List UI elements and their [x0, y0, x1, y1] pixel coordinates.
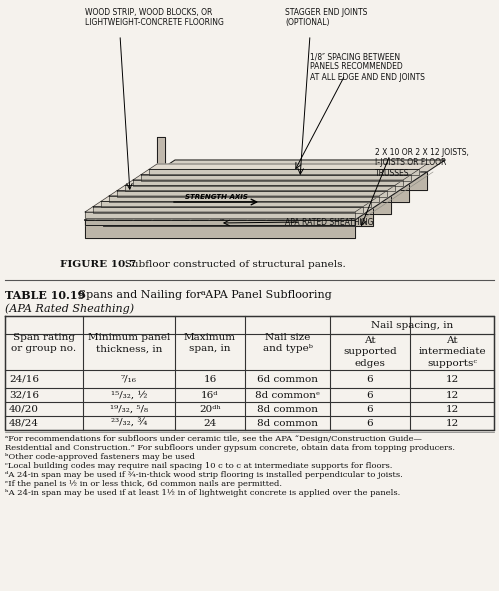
Text: Spans and Nailing for APA Panel Subflooring: Spans and Nailing for APA Panel Subfloor…: [68, 290, 332, 300]
Polygon shape: [103, 208, 373, 226]
Text: ⁷/₁₆: ⁷/₁₆: [121, 375, 137, 384]
Text: 1/8″ SPACING BETWEEN
PANELS RECOMMENDED
AT ALL EDGE AND END JOINTS: 1/8″ SPACING BETWEEN PANELS RECOMMENDED …: [310, 52, 425, 82]
Text: At
intermediate
supportsᶜ: At intermediate supportsᶜ: [418, 336, 486, 368]
Polygon shape: [125, 180, 403, 186]
Text: Residential and Construction.” For subfloors under gypsum concrete, obtain data : Residential and Construction.” For subfl…: [5, 444, 455, 452]
Text: ᵇOther code-approved fasteners may be used: ᵇOther code-approved fasteners may be us…: [5, 453, 195, 461]
Text: ᵃFor recommendations for subfloors under ceramic tile, see the APA “Design/Const: ᵃFor recommendations for subfloors under…: [5, 435, 422, 443]
Polygon shape: [85, 172, 292, 220]
Polygon shape: [157, 137, 165, 190]
Text: ²³/₃₂, ¾: ²³/₃₂, ¾: [111, 418, 147, 427]
Polygon shape: [101, 196, 379, 202]
Text: ᶜLocal building codes may require nail spacing 10 c to c at intermediate support: ᶜLocal building codes may require nail s…: [5, 462, 392, 470]
Text: STRENGTH AXIS: STRENGTH AXIS: [185, 194, 248, 200]
Polygon shape: [141, 175, 411, 181]
Polygon shape: [93, 202, 371, 207]
Text: 32/16: 32/16: [9, 391, 39, 400]
Text: At
supported
edges: At supported edges: [343, 336, 397, 368]
Polygon shape: [117, 191, 387, 197]
Text: 8d commonᵉ: 8d commonᵉ: [255, 391, 320, 400]
Polygon shape: [103, 196, 391, 208]
Polygon shape: [133, 180, 403, 186]
Polygon shape: [125, 186, 395, 191]
Polygon shape: [85, 212, 355, 218]
Text: ʰA 24-in span may be used if at least 1½ in of lightweight concrete is applied o: ʰA 24-in span may be used if at least 1½…: [5, 489, 400, 497]
Polygon shape: [85, 220, 355, 238]
Polygon shape: [133, 175, 411, 180]
Text: 6: 6: [367, 418, 373, 427]
Text: ᵉIf the panel is ½ in or less thick, 6d common nails are permitted.: ᵉIf the panel is ½ in or less thick, 6d …: [5, 480, 282, 488]
Text: 48/24: 48/24: [9, 418, 39, 427]
Polygon shape: [85, 220, 355, 225]
Text: ᵈA 24-in span may be used if ¾-in-thick wood strip flooring is installed perpend: ᵈA 24-in span may be used if ¾-in-thick …: [5, 471, 403, 479]
Text: (APA Rated Sheathing): (APA Rated Sheathing): [5, 303, 134, 314]
Text: 2 X 10 OR 2 X 12 JOISTS,
I-JOISTS OR FLOOR
TRUSSES: 2 X 10 OR 2 X 12 JOISTS, I-JOISTS OR FLO…: [375, 148, 469, 178]
Polygon shape: [157, 172, 427, 190]
Text: 6: 6: [367, 404, 373, 414]
Polygon shape: [139, 184, 409, 202]
Polygon shape: [139, 172, 427, 184]
Text: a: a: [201, 289, 206, 297]
Text: 6d common: 6d common: [257, 375, 318, 384]
Text: Minimum panel
thickness, in: Minimum panel thickness, in: [88, 333, 170, 353]
Text: 6: 6: [367, 391, 373, 400]
Polygon shape: [121, 196, 391, 214]
Text: 40/20: 40/20: [9, 404, 39, 414]
Polygon shape: [109, 196, 379, 202]
Text: 12: 12: [446, 418, 459, 427]
Text: 24: 24: [204, 418, 217, 427]
Polygon shape: [85, 207, 363, 212]
Text: Span rating
or group no.: Span rating or group no.: [11, 333, 76, 353]
Polygon shape: [93, 207, 363, 213]
Text: 6: 6: [367, 375, 373, 384]
Text: 12: 12: [446, 404, 459, 414]
Polygon shape: [101, 202, 371, 207]
Text: 20ᵈʰ: 20ᵈʰ: [199, 404, 221, 414]
Text: 16: 16: [204, 375, 217, 384]
Text: 8d common: 8d common: [257, 404, 318, 414]
Polygon shape: [121, 184, 409, 196]
Polygon shape: [149, 170, 419, 176]
Polygon shape: [141, 170, 419, 175]
Text: 16ᵈ: 16ᵈ: [201, 391, 219, 400]
Text: TABLE 10.19: TABLE 10.19: [5, 290, 85, 301]
Text: STAGGER END JOINTS
(OPTIONAL): STAGGER END JOINTS (OPTIONAL): [285, 8, 367, 27]
Text: Subfloor constructed of structural panels.: Subfloor constructed of structural panel…: [115, 260, 346, 269]
Polygon shape: [157, 160, 445, 172]
Text: Nail spacing, in: Nail spacing, in: [371, 320, 453, 330]
Polygon shape: [330, 316, 410, 334]
Text: APA RATED SHEATHING: APA RATED SHEATHING: [285, 218, 373, 227]
Polygon shape: [109, 191, 387, 196]
Text: FIGURE 10.7: FIGURE 10.7: [60, 260, 136, 269]
Text: WOOD STRIP, WOOD BLOCKS, OR
LIGHTWEIGHT-CONCRETE FLOORING: WOOD STRIP, WOOD BLOCKS, OR LIGHTWEIGHT-…: [85, 8, 224, 27]
Text: 12: 12: [446, 375, 459, 384]
Polygon shape: [85, 208, 373, 220]
Text: ¹⁵/₃₂, ½: ¹⁵/₃₂, ½: [111, 391, 147, 400]
Text: 24/16: 24/16: [9, 375, 39, 384]
Text: 12: 12: [446, 391, 459, 400]
Polygon shape: [222, 172, 427, 220]
Polygon shape: [149, 164, 427, 170]
Text: Nail size
and typeᵇ: Nail size and typeᵇ: [262, 333, 312, 353]
Polygon shape: [117, 186, 395, 191]
Text: Maximum
span, in: Maximum span, in: [184, 333, 236, 353]
Text: 8d common: 8d common: [257, 418, 318, 427]
Text: ¹⁹/₃₂, ⁵/₈: ¹⁹/₃₂, ⁵/₈: [110, 404, 148, 414]
